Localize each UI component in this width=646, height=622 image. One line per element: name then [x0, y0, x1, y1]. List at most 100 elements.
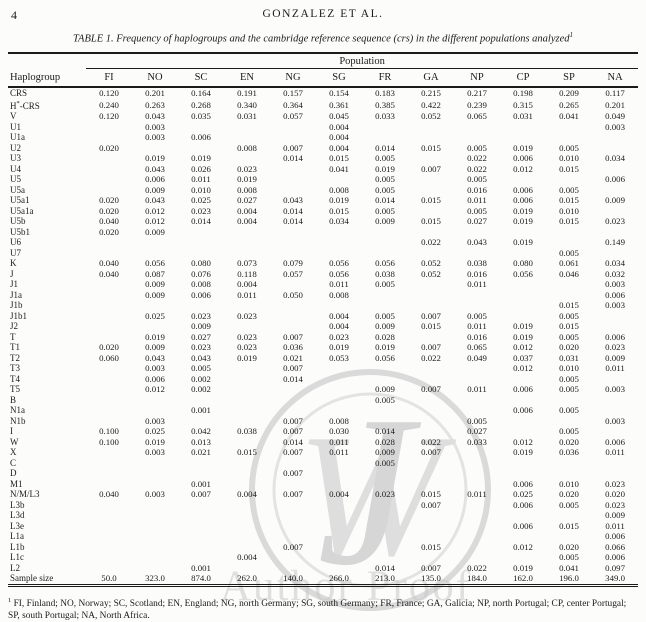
frequency-cell: 0.015	[559, 321, 579, 331]
frequency-cell	[592, 405, 638, 416]
frequency-cell	[270, 132, 316, 143]
frequency-cell: 0.028	[375, 436, 395, 447]
frequency-cell: 0.004	[237, 489, 257, 499]
population-column-header-en: EN	[224, 68, 270, 88]
frequency-cell: 0.006	[605, 331, 625, 342]
frequency-cell	[270, 552, 316, 563]
frequency-cell: 0.040	[99, 258, 119, 268]
frequency-cell: 0.060	[99, 352, 119, 363]
frequency-cell: 196.0	[559, 573, 579, 583]
frequency-cell: 0.005	[559, 405, 579, 415]
frequency-cell	[224, 458, 270, 469]
frequency-cell	[362, 479, 408, 490]
frequency-cell	[224, 479, 270, 490]
frequency-cell: 0.201	[605, 99, 625, 110]
frequency-cell: 0.118	[237, 268, 257, 279]
frequency-cell	[316, 479, 362, 490]
frequency-cell: 0.020	[99, 195, 119, 205]
frequency-cell	[86, 416, 132, 427]
haplogroup-row: T1 0.020 0.009 0.023 0.023 0.036 0.019 0.019 0.0…	[8, 342, 638, 353]
frequency-cell: 0.005	[559, 142, 579, 153]
frequency-cell	[224, 542, 270, 553]
frequency-cell	[408, 395, 454, 406]
haplogroup-row: L3b 0.007 0.006 0.005 0.023	[8, 500, 638, 511]
row-label: N1b	[10, 415, 26, 426]
frequency-cell: 0.006	[513, 184, 533, 195]
frequency-cell: 0.022	[421, 237, 441, 247]
frequency-cell	[86, 311, 132, 322]
frequency-cell: 0.007	[283, 142, 303, 153]
frequency-cell	[270, 279, 316, 290]
frequency-cell	[408, 458, 454, 469]
frequency-cell: 0.015	[421, 216, 441, 226]
frequency-cell	[362, 500, 408, 511]
frequency-cell	[224, 321, 270, 332]
frequency-cell	[454, 132, 500, 143]
frequency-cell: 0.001	[191, 562, 211, 573]
frequency-cell	[500, 510, 546, 521]
frequency-cell: 0.019	[375, 342, 395, 352]
frequency-cell: 0.006	[145, 373, 165, 384]
population-column-header-cp: CP	[500, 68, 546, 88]
frequency-cell	[546, 227, 592, 238]
frequency-cell	[454, 374, 500, 385]
frequency-cell	[592, 321, 638, 332]
frequency-cell: 0.020	[559, 489, 579, 499]
frequency-cell: 0.008	[329, 415, 349, 426]
frequency-cell	[270, 227, 316, 238]
frequency-cell: 0.201	[145, 88, 165, 98]
frequency-cell: 0.004	[329, 142, 349, 153]
row-label: T1	[10, 342, 20, 352]
frequency-cell: 0.007	[283, 489, 303, 499]
haplogroup-row: X 0.003 0.021 0.015 0.007 0.011 0.009 0.007 0.01…	[8, 447, 638, 458]
frequency-cell: 0.003	[145, 447, 165, 457]
frequency-cell	[454, 248, 500, 259]
frequency-cell: 0.014	[375, 142, 395, 153]
frequency-cell: 0.007	[421, 384, 441, 394]
frequency-cell	[132, 552, 178, 563]
haplogroup-row: L1a 0.006	[8, 531, 638, 542]
frequency-cell: 0.034	[605, 258, 625, 268]
frequency-cell: 0.006	[513, 153, 533, 163]
frequency-cell	[132, 510, 178, 521]
frequency-cell	[454, 479, 500, 490]
frequency-cell: 0.012	[513, 436, 533, 447]
haplogroup-row: T4 0.006 0.002 0.014 0.005	[8, 374, 638, 385]
frequency-cell	[546, 237, 592, 248]
frequency-cell	[86, 395, 132, 406]
haplogroup-row: H*-CRS 0.240 0.263 0.268 0.340 0.364 0.361 0.38…	[8, 99, 638, 112]
frequency-cell	[316, 374, 362, 385]
table-caption-text: Frequency of haplogroups and the cambrid…	[116, 33, 570, 45]
frequency-cell: 0.043	[145, 352, 165, 363]
frequency-cell	[454, 447, 500, 458]
frequency-cell	[546, 279, 592, 290]
haplogroup-row: U3 0.019 0.019 0.014 0.015 0.005 0.022 0.006 0.0…	[8, 153, 638, 164]
frequency-cell: 0.239	[467, 99, 487, 110]
frequency-cell	[224, 300, 270, 311]
frequency-cell	[270, 248, 316, 259]
frequency-cell: 0.265	[559, 99, 579, 110]
frequency-cell	[132, 458, 178, 469]
haplogroup-row: T 0.019 0.027 0.023 0.007 0.023 0.028 0.016 0.01…	[8, 332, 638, 343]
frequency-cell: 0.002	[191, 384, 211, 394]
frequency-cell: 0.198	[513, 88, 533, 98]
row-label: U5	[10, 174, 21, 184]
frequency-cell: 0.080	[513, 258, 533, 268]
frequency-cell: 0.004	[237, 552, 257, 562]
haplogroup-row: U5 0.006 0.011 0.019 0.005 0.005 0.006	[8, 174, 638, 185]
frequency-cell: 0.012	[145, 205, 165, 216]
frequency-cell: 0.080	[191, 258, 211, 268]
frequency-cell	[454, 542, 500, 553]
frequency-cell: 0.003	[145, 363, 165, 373]
haplogroup-row: J1b1 0.025 0.023 0.023 0.004 0.005 0.007 0.005 0…	[8, 311, 638, 322]
frequency-cell: 0.043	[191, 352, 211, 363]
frequency-cell: 0.079	[283, 258, 303, 268]
frequency-cell: 0.012	[513, 342, 533, 352]
frequency-cell: 0.011	[237, 289, 257, 300]
frequency-cell: 0.004	[329, 489, 349, 499]
haplogroup-row: U1 0.003 0.004 0.003	[8, 122, 638, 133]
frequency-cell: 0.027	[237, 195, 257, 205]
frequency-cell: 0.007	[421, 562, 441, 573]
row-label: C	[10, 457, 17, 468]
frequency-cell: 0.066	[605, 541, 625, 552]
